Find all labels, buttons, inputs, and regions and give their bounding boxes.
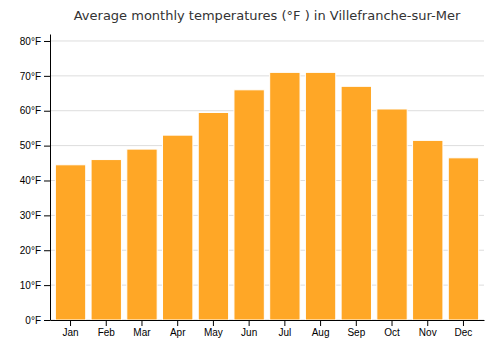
bar	[198, 112, 228, 320]
x-tick: Jun	[241, 320, 257, 338]
y-tick-mark	[44, 76, 50, 77]
y-axis: 0°F 10°F 20°F 30°F 40°F 50°F 60°F 70°F 80°F	[20, 35, 51, 326]
y-tick-mark	[44, 111, 50, 112]
bar	[448, 158, 478, 320]
y-tick-mark	[44, 215, 50, 216]
y-tick: 0°F	[25, 315, 50, 326]
x-tick: Sep	[347, 320, 365, 338]
x-tick-label: Oct	[384, 327, 400, 338]
x-tick-label: Feb	[98, 327, 116, 338]
x-tick-label: Apr	[170, 327, 186, 338]
y-tick-mark	[44, 180, 50, 181]
x-tick-label: Mar	[133, 327, 151, 338]
bar	[234, 90, 264, 320]
y-tick: 20°F	[20, 245, 50, 256]
grid-line	[50, 40, 484, 41]
x-tick-mark	[463, 320, 464, 326]
y-tick: 10°F	[20, 280, 50, 291]
x-tick-label: Sep	[347, 327, 365, 338]
y-tick-label: 50°F	[20, 140, 41, 151]
y-tick: 80°F	[20, 36, 50, 47]
x-tick-label: Jul	[278, 327, 291, 338]
bar	[413, 140, 443, 320]
x-tick-label: Aug	[312, 327, 330, 338]
y-tick-label: 40°F	[20, 175, 41, 186]
x-tick-mark	[392, 320, 393, 326]
x-tick: Dec	[455, 320, 473, 338]
grid-line	[50, 75, 484, 76]
y-axis-line	[50, 35, 51, 321]
x-tick: Oct	[384, 320, 400, 338]
y-tick-label: 70°F	[20, 71, 41, 82]
y-tick: 70°F	[20, 71, 50, 82]
x-tick: Mar	[133, 320, 151, 338]
bar	[377, 109, 407, 320]
x-tick-mark	[70, 320, 71, 326]
bar	[163, 135, 193, 320]
bar	[341, 86, 371, 320]
x-tick-label: Jun	[241, 327, 257, 338]
x-tick-mark	[320, 320, 321, 326]
bar	[91, 160, 121, 320]
chart: 0°F 10°F 20°F 30°F 40°F 50°F 60°F 70°F 80°F Jan Fe…	[0, 0, 500, 350]
x-tick-mark	[213, 320, 214, 326]
x-tick-mark	[427, 320, 428, 326]
x-tick: Jul	[278, 320, 291, 338]
y-tick-label: 60°F	[20, 105, 41, 116]
y-tick-label: 80°F	[20, 36, 41, 47]
y-tick-mark	[44, 285, 50, 286]
x-tick-mark	[141, 320, 142, 326]
x-tick-mark	[106, 320, 107, 326]
grid	[50, 41, 484, 320]
x-tick-mark	[249, 320, 250, 326]
bar	[55, 165, 85, 320]
y-tick-mark	[44, 146, 50, 147]
y-tick-label: 10°F	[20, 280, 41, 291]
y-tick-label: 20°F	[20, 245, 41, 256]
bars	[55, 72, 478, 320]
y-tick: 30°F	[20, 210, 50, 221]
x-tick: Apr	[170, 320, 186, 338]
x-tick-mark	[356, 320, 357, 326]
x-tick-label: May	[204, 327, 223, 338]
x-tick-mark	[284, 320, 285, 326]
x-axis: Jan Feb Mar Apr May Jun Jul Aug Sep Oct Nov Dec	[51, 320, 485, 338]
y-tick: 50°F	[20, 140, 50, 151]
x-tick-label: Jan	[62, 327, 78, 338]
bar	[305, 72, 335, 320]
x-tick: Jan	[62, 320, 78, 338]
bar	[127, 149, 157, 320]
y-tick-mark	[44, 41, 50, 42]
y-tick: 60°F	[20, 105, 50, 116]
title: Average monthly temperatures (°F ) in Vi…	[74, 8, 461, 23]
y-tick-label: 30°F	[20, 210, 41, 221]
x-tick: Feb	[98, 320, 116, 338]
y-tick-label: 0°F	[25, 315, 41, 326]
x-tick-label: Nov	[419, 327, 437, 338]
x-tick: Aug	[312, 320, 330, 338]
x-tick: May	[204, 320, 223, 338]
x-tick-label: Dec	[455, 327, 473, 338]
grid-line	[50, 110, 484, 111]
x-tick-mark	[177, 320, 178, 326]
x-axis-line	[51, 320, 485, 321]
y-tick-mark	[44, 250, 50, 251]
x-tick: Nov	[419, 320, 437, 338]
plot: 0°F 10°F 20°F 30°F 40°F 50°F 60°F 70°F 80°F Jan Fe…	[20, 35, 485, 339]
y-tick-mark	[44, 320, 50, 321]
bar	[270, 72, 300, 320]
y-tick: 40°F	[20, 175, 50, 186]
